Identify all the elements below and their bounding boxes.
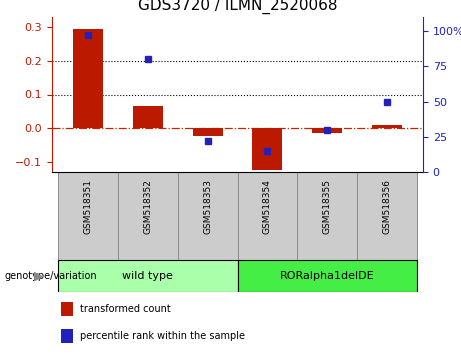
Bar [61, 329, 73, 343]
Bar [237, 172, 297, 260]
Bar [61, 302, 73, 315]
Bar [193, 128, 223, 136]
Bar [177, 172, 237, 260]
Text: percentile rank within the sample: percentile rank within the sample [80, 331, 245, 341]
Text: GSM518353: GSM518353 [203, 179, 212, 234]
Text: genotype/variation: genotype/variation [5, 271, 97, 281]
Bar [58, 260, 237, 292]
Bar [237, 260, 417, 292]
Bar [297, 172, 357, 260]
Bar [372, 125, 402, 128]
Bar [312, 128, 342, 133]
Text: wild type: wild type [122, 271, 173, 281]
Text: RORalpha1delDE: RORalpha1delDE [280, 271, 375, 281]
Text: GSM518352: GSM518352 [143, 179, 152, 234]
Bar [58, 172, 118, 260]
Bar [357, 172, 417, 260]
Bar [133, 106, 163, 128]
Text: GSM518355: GSM518355 [323, 179, 332, 234]
Text: transformed count: transformed count [80, 304, 171, 314]
Text: GSM518354: GSM518354 [263, 179, 272, 234]
Bar [253, 128, 283, 170]
Bar [118, 172, 177, 260]
Text: ▶: ▶ [34, 269, 43, 282]
Text: GSM518351: GSM518351 [83, 179, 92, 234]
Text: GSM518356: GSM518356 [383, 179, 391, 234]
Title: GDS3720 / ILMN_2520068: GDS3720 / ILMN_2520068 [138, 0, 337, 14]
Bar [73, 29, 103, 128]
